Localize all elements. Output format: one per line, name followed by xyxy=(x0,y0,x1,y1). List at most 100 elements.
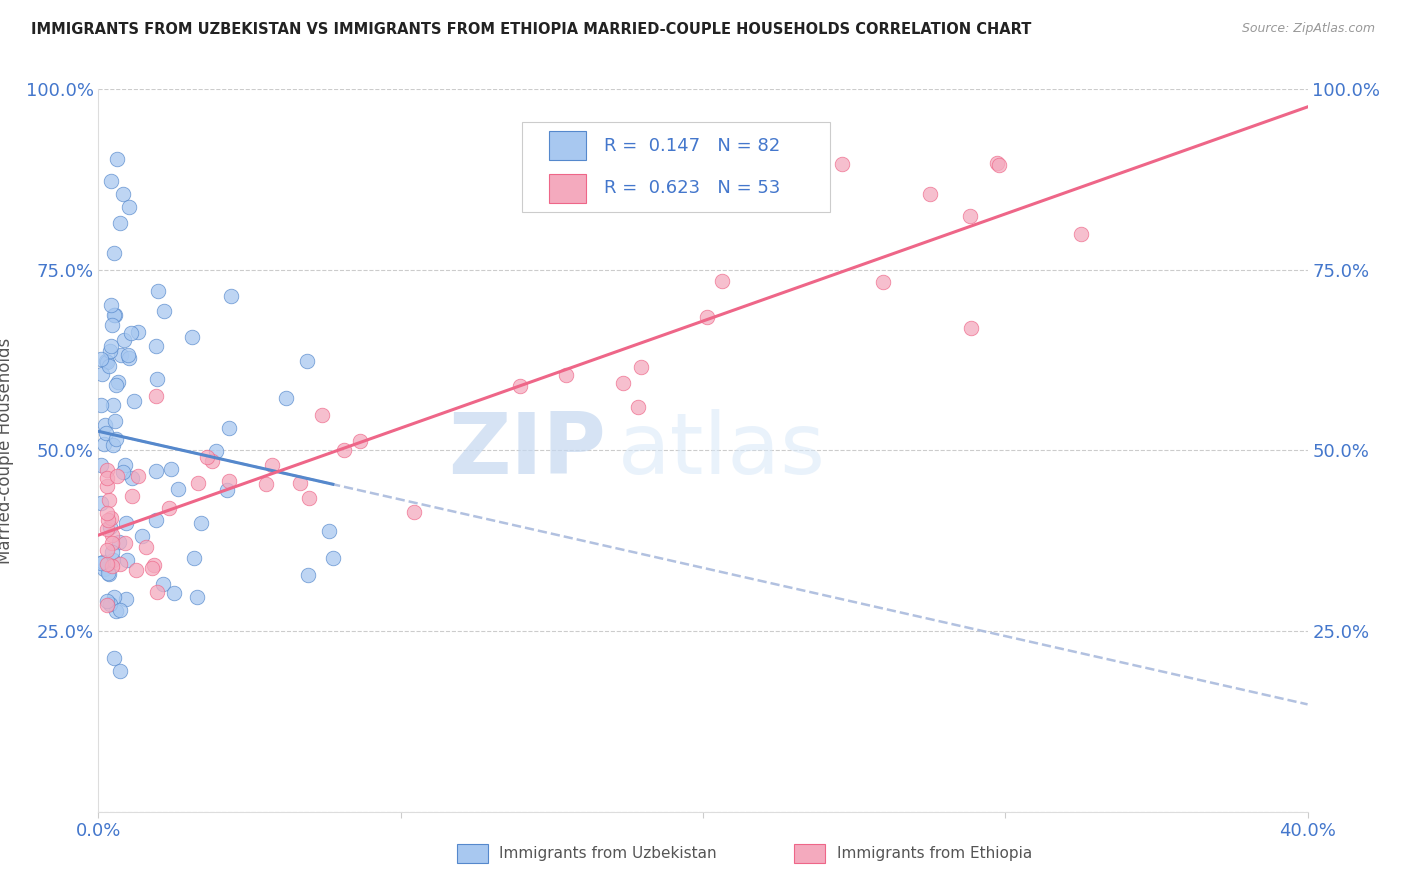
Point xyxy=(160,462,183,476)
Point xyxy=(986,155,1008,169)
Point xyxy=(122,394,145,409)
Point xyxy=(201,454,224,468)
Point xyxy=(125,563,148,577)
Point xyxy=(96,558,118,572)
Point xyxy=(98,344,121,359)
Point xyxy=(90,556,112,570)
Point xyxy=(152,304,174,318)
Point xyxy=(181,330,204,344)
Point xyxy=(108,535,131,549)
Point xyxy=(627,401,650,415)
Point xyxy=(960,321,983,335)
Point xyxy=(218,474,240,488)
Point xyxy=(831,157,853,171)
Point xyxy=(205,444,228,458)
Point xyxy=(146,585,169,599)
Point xyxy=(104,414,127,428)
Point xyxy=(163,586,186,600)
Point xyxy=(988,158,1011,172)
Point xyxy=(98,567,121,582)
Point xyxy=(143,558,166,572)
Point xyxy=(98,520,121,534)
Bar xyxy=(457,844,488,863)
Point xyxy=(118,200,141,214)
Point xyxy=(145,339,167,353)
Text: ZIP: ZIP xyxy=(449,409,606,492)
Point xyxy=(96,506,118,520)
Point xyxy=(100,527,122,541)
Text: Immigrants from Uzbekistan: Immigrants from Uzbekistan xyxy=(499,847,717,861)
Point xyxy=(117,348,139,362)
Point xyxy=(121,489,143,503)
Point xyxy=(105,604,128,618)
Point xyxy=(108,558,131,572)
Point xyxy=(120,326,142,340)
Point xyxy=(612,376,634,391)
Text: Source: ZipAtlas.com: Source: ZipAtlas.com xyxy=(1241,22,1375,36)
Point xyxy=(349,434,371,449)
Point xyxy=(1070,227,1092,241)
Point xyxy=(262,458,284,472)
Point xyxy=(101,553,124,567)
Point xyxy=(94,354,117,368)
Y-axis label: Married-couple Households: Married-couple Households xyxy=(0,337,14,564)
Point xyxy=(100,511,122,525)
Point xyxy=(91,555,114,569)
Point xyxy=(112,333,135,347)
Point xyxy=(696,310,718,324)
Point xyxy=(111,465,134,479)
Point xyxy=(94,417,117,432)
Point xyxy=(959,210,981,224)
Point xyxy=(90,398,112,412)
FancyBboxPatch shape xyxy=(522,121,830,212)
Point xyxy=(630,359,652,374)
Point xyxy=(90,368,112,382)
Point xyxy=(190,516,212,530)
Point xyxy=(186,590,208,604)
Point xyxy=(509,378,531,392)
Point xyxy=(107,375,129,389)
Point xyxy=(131,529,153,543)
Point xyxy=(218,421,240,435)
Point xyxy=(103,308,125,322)
Point xyxy=(135,540,157,554)
Point xyxy=(311,408,333,422)
Point xyxy=(333,443,356,458)
Point xyxy=(322,550,344,565)
Point xyxy=(872,275,894,289)
Point xyxy=(98,492,121,507)
Point xyxy=(96,425,118,440)
Point xyxy=(145,372,167,386)
Point xyxy=(96,522,118,536)
Point xyxy=(97,513,120,527)
Point xyxy=(96,470,118,484)
Point xyxy=(115,552,138,566)
Text: Immigrants from Ethiopia: Immigrants from Ethiopia xyxy=(837,847,1032,861)
Point xyxy=(918,186,941,201)
Point xyxy=(318,524,340,539)
Point xyxy=(101,544,124,558)
Point xyxy=(152,577,174,591)
Text: R =  0.147   N = 82: R = 0.147 N = 82 xyxy=(603,136,780,154)
Text: IMMIGRANTS FROM UZBEKISTAN VS IMMIGRANTS FROM ETHIOPIA MARRIED-COUPLE HOUSEHOLDS: IMMIGRANTS FROM UZBEKISTAN VS IMMIGRANTS… xyxy=(31,22,1032,37)
Point xyxy=(290,475,312,490)
Point xyxy=(104,309,127,323)
Point xyxy=(108,664,131,678)
Point xyxy=(111,186,134,201)
Point xyxy=(145,389,167,403)
Text: atlas: atlas xyxy=(619,409,827,492)
Text: R =  0.623   N = 53: R = 0.623 N = 53 xyxy=(603,179,780,197)
Point xyxy=(127,468,149,483)
Point xyxy=(103,590,125,604)
Bar xyxy=(794,844,825,863)
Point xyxy=(121,470,143,484)
Point xyxy=(110,348,132,362)
Point xyxy=(96,594,118,608)
Point xyxy=(103,650,125,665)
Point xyxy=(554,368,576,382)
Point xyxy=(115,592,138,607)
Point xyxy=(146,285,169,299)
Point xyxy=(100,318,122,333)
Point xyxy=(93,562,115,576)
Point xyxy=(100,535,122,549)
